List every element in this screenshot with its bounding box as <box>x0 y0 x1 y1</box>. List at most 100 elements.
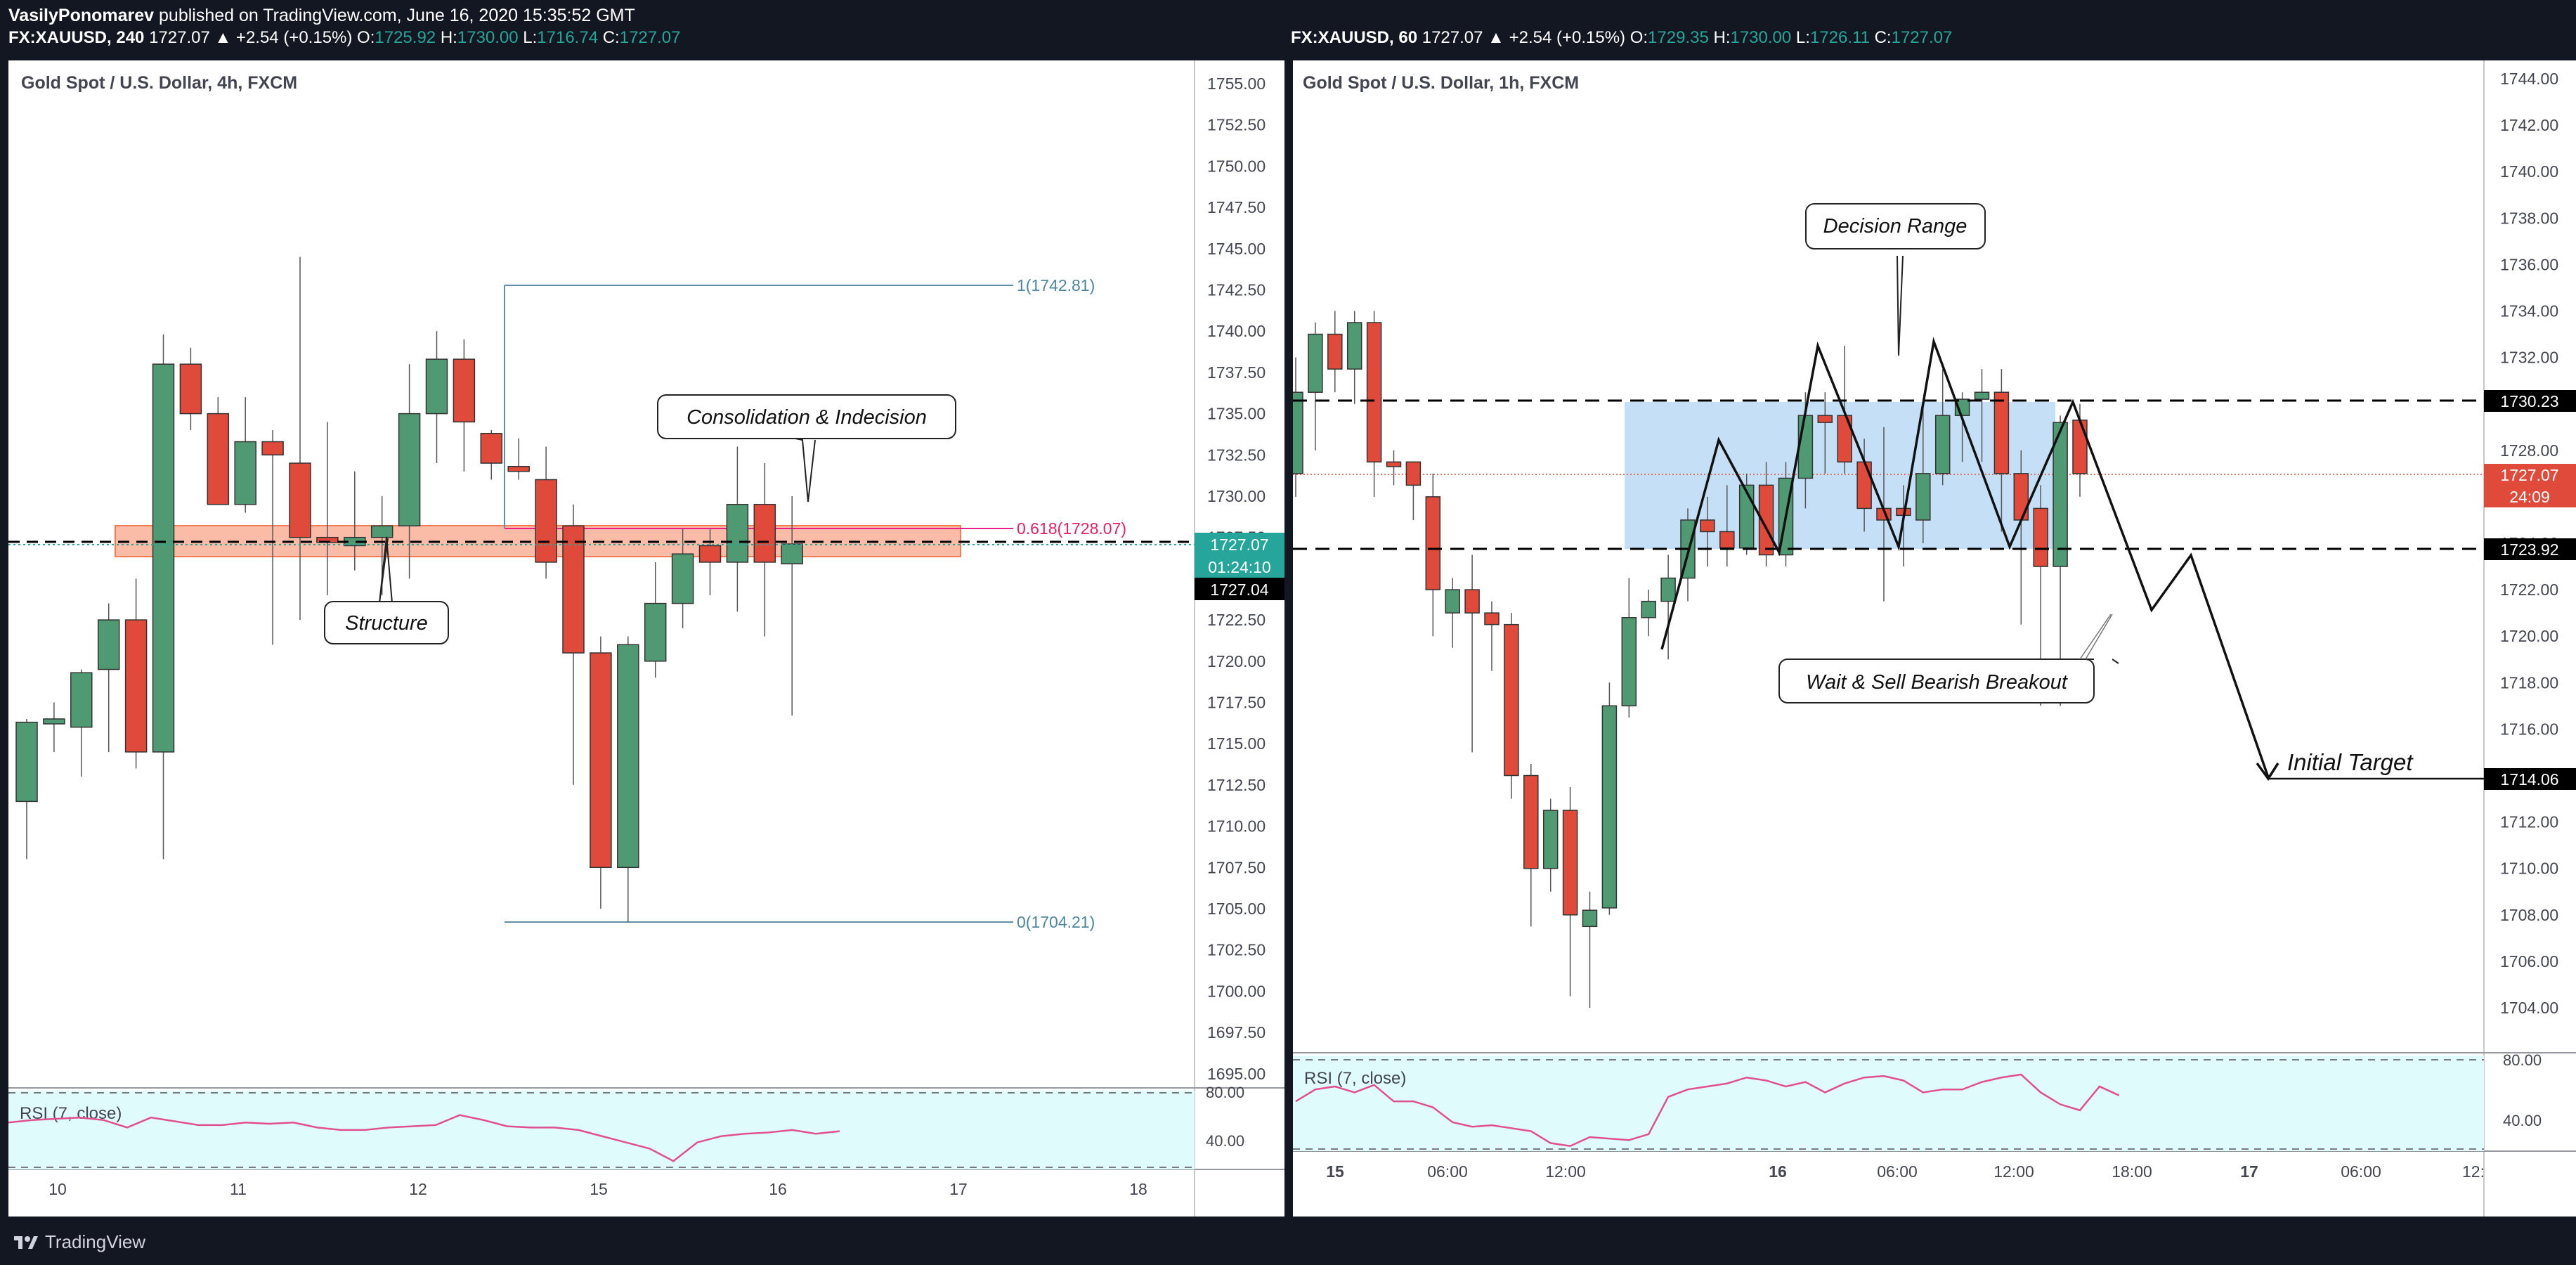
wait-sell-callout[interactable] <box>1778 659 2095 703</box>
left-candle[interactable] <box>671 553 694 604</box>
right-rsi-pane[interactable] <box>1293 1056 2484 1151</box>
tradingview-logo[interactable]: TradingView <box>14 1231 145 1253</box>
right-candle[interactable] <box>1601 705 1618 909</box>
left-candle[interactable] <box>726 503 749 563</box>
left-candle[interactable] <box>535 479 557 563</box>
wait-sell-pointer <box>2079 614 2112 660</box>
right-candle[interactable] <box>1915 473 1931 521</box>
right-candle[interactable] <box>1934 415 1951 474</box>
right-countdown-tag <box>2484 486 2576 507</box>
left-candle[interactable] <box>289 462 311 538</box>
left-candle[interactable] <box>15 721 38 803</box>
right-candle[interactable] <box>2072 420 2088 474</box>
author-name[interactable]: VasilyPonomarev <box>8 6 155 25</box>
right-candle[interactable] <box>1797 415 1814 479</box>
projected-path[interactable] <box>1660 337 2270 778</box>
left-candle[interactable] <box>617 644 639 869</box>
range-lower-tag <box>2484 538 2576 560</box>
right-candle[interactable] <box>1346 322 1362 370</box>
svg-text:1714.06: 1714.06 <box>2500 770 2558 789</box>
left-candle[interactable] <box>234 441 256 505</box>
right-candle[interactable] <box>1484 612 1500 625</box>
right-y-tick: 1704.00 <box>2500 999 2558 1017</box>
left-candle[interactable] <box>425 358 448 415</box>
right-candle[interactable] <box>1719 531 1735 549</box>
right-y-tick: 1712.00 <box>2500 813 2558 831</box>
right-candle[interactable] <box>2013 473 2029 521</box>
right-candle[interactable] <box>1660 577 1676 602</box>
right-chart-panel[interactable]: Gold Spot / U.S. Dollar, 1h, FXCM 1744.0… <box>1293 60 2576 1217</box>
left-candle[interactable] <box>261 441 284 456</box>
right-candle[interactable] <box>1405 461 1422 486</box>
right-candle[interactable] <box>1293 391 1303 474</box>
left-x-tick: 11 <box>230 1180 247 1198</box>
right-y-tick: 1736.00 <box>2500 255 2558 273</box>
left-candle[interactable] <box>124 619 148 753</box>
left-candle[interactable] <box>698 545 722 563</box>
right-candle[interactable] <box>2053 422 2068 567</box>
left-candle[interactable] <box>453 358 476 423</box>
left-y-tick: 1720.00 <box>1207 652 1266 670</box>
right-candle[interactable] <box>1464 589 1480 614</box>
right-candle[interactable] <box>1562 810 1578 916</box>
left-x-tick: 10 <box>48 1180 67 1198</box>
right-candle[interactable] <box>1621 617 1637 707</box>
right-candle[interactable] <box>1974 391 1990 400</box>
right-candle[interactable] <box>1308 333 1323 393</box>
right-chart-svg[interactable]: Gold Spot / U.S. Dollar, 1h, FXCM 1744.0… <box>1293 60 2576 1217</box>
right-rsi-level-80: 80.00 <box>2503 1051 2542 1069</box>
left-candle[interactable] <box>43 718 65 725</box>
right-candle[interactable] <box>2033 507 2048 567</box>
decision-callout[interactable] <box>1805 203 1986 249</box>
left-candle[interactable] <box>179 363 202 415</box>
left-y-tick: 1697.50 <box>1207 1023 1266 1042</box>
left-candle[interactable] <box>507 465 530 472</box>
right-candle[interactable] <box>1582 909 1598 928</box>
left-candles[interactable] <box>15 257 803 922</box>
right-candle[interactable] <box>1327 333 1343 370</box>
left-candle[interactable] <box>370 525 393 538</box>
left-candle[interactable] <box>644 602 667 662</box>
projection-arrowhead <box>2256 762 2279 781</box>
right-candle[interactable] <box>1856 461 1872 510</box>
left-candle[interactable] <box>562 525 585 654</box>
left-candle[interactable] <box>207 413 230 505</box>
right-candle[interactable] <box>1504 623 1519 777</box>
right-candle[interactable] <box>1523 774 1539 869</box>
right-symbol[interactable]: FX:XAUUSD, 60 <box>1291 28 1418 47</box>
left-candle[interactable] <box>480 433 503 464</box>
right-candle[interactable] <box>1993 391 2010 474</box>
left-rsi-pane[interactable] <box>8 1091 1195 1169</box>
right-candle[interactable] <box>1445 589 1460 614</box>
right-y-tick: 1738.00 <box>2500 209 2558 227</box>
left-rsi-line <box>8 1114 840 1162</box>
left-chart-svg[interactable]: Gold Spot / U.S. Dollar, 4h, FXCM 1755.0… <box>8 60 1284 1217</box>
right-candle[interactable] <box>1817 415 1833 423</box>
right-rsi-line <box>1295 1073 2120 1148</box>
left-chart-panel[interactable]: Gold Spot / U.S. Dollar, 4h, FXCM 1755.0… <box>8 60 1284 1217</box>
left-candle[interactable] <box>398 413 421 527</box>
left-candle[interactable] <box>152 363 175 753</box>
right-x-tick: 18:00 <box>2112 1162 2152 1181</box>
left-chart-title: Gold Spot / U.S. Dollar, 4h, FXCM <box>21 73 297 93</box>
left-time-axis[interactable]: 10 11 12 15 16 17 18 <box>48 1180 1147 1198</box>
right-candle[interactable] <box>1641 600 1656 618</box>
right-candle[interactable] <box>1425 496 1441 590</box>
right-candle[interactable] <box>1542 810 1559 869</box>
left-candle[interactable] <box>781 543 803 565</box>
structure-callout[interactable] <box>324 601 449 644</box>
left-candle[interactable] <box>590 652 612 869</box>
left-candle[interactable] <box>70 672 93 728</box>
right-candle[interactable] <box>1366 322 1382 463</box>
left-candle[interactable] <box>97 619 120 670</box>
consolidation-callout[interactable] <box>657 394 956 439</box>
right-candle[interactable] <box>1738 484 1755 549</box>
left-candle[interactable] <box>753 503 776 563</box>
right-candle[interactable] <box>1700 519 1715 533</box>
left-symbol[interactable]: FX:XAUUSD, 240 <box>8 28 145 47</box>
left-rsi-level-80: 80.00 <box>1206 1084 1244 1101</box>
right-time-axis[interactable]: 15 06:00 12:00 16 06:00 12:00 18:00 17 06:00 12: <box>1326 1162 2485 1181</box>
left-y-tick: 1700.00 <box>1207 982 1266 1000</box>
structure-label: Structure <box>345 612 428 635</box>
right-candle[interactable] <box>1386 461 1402 467</box>
